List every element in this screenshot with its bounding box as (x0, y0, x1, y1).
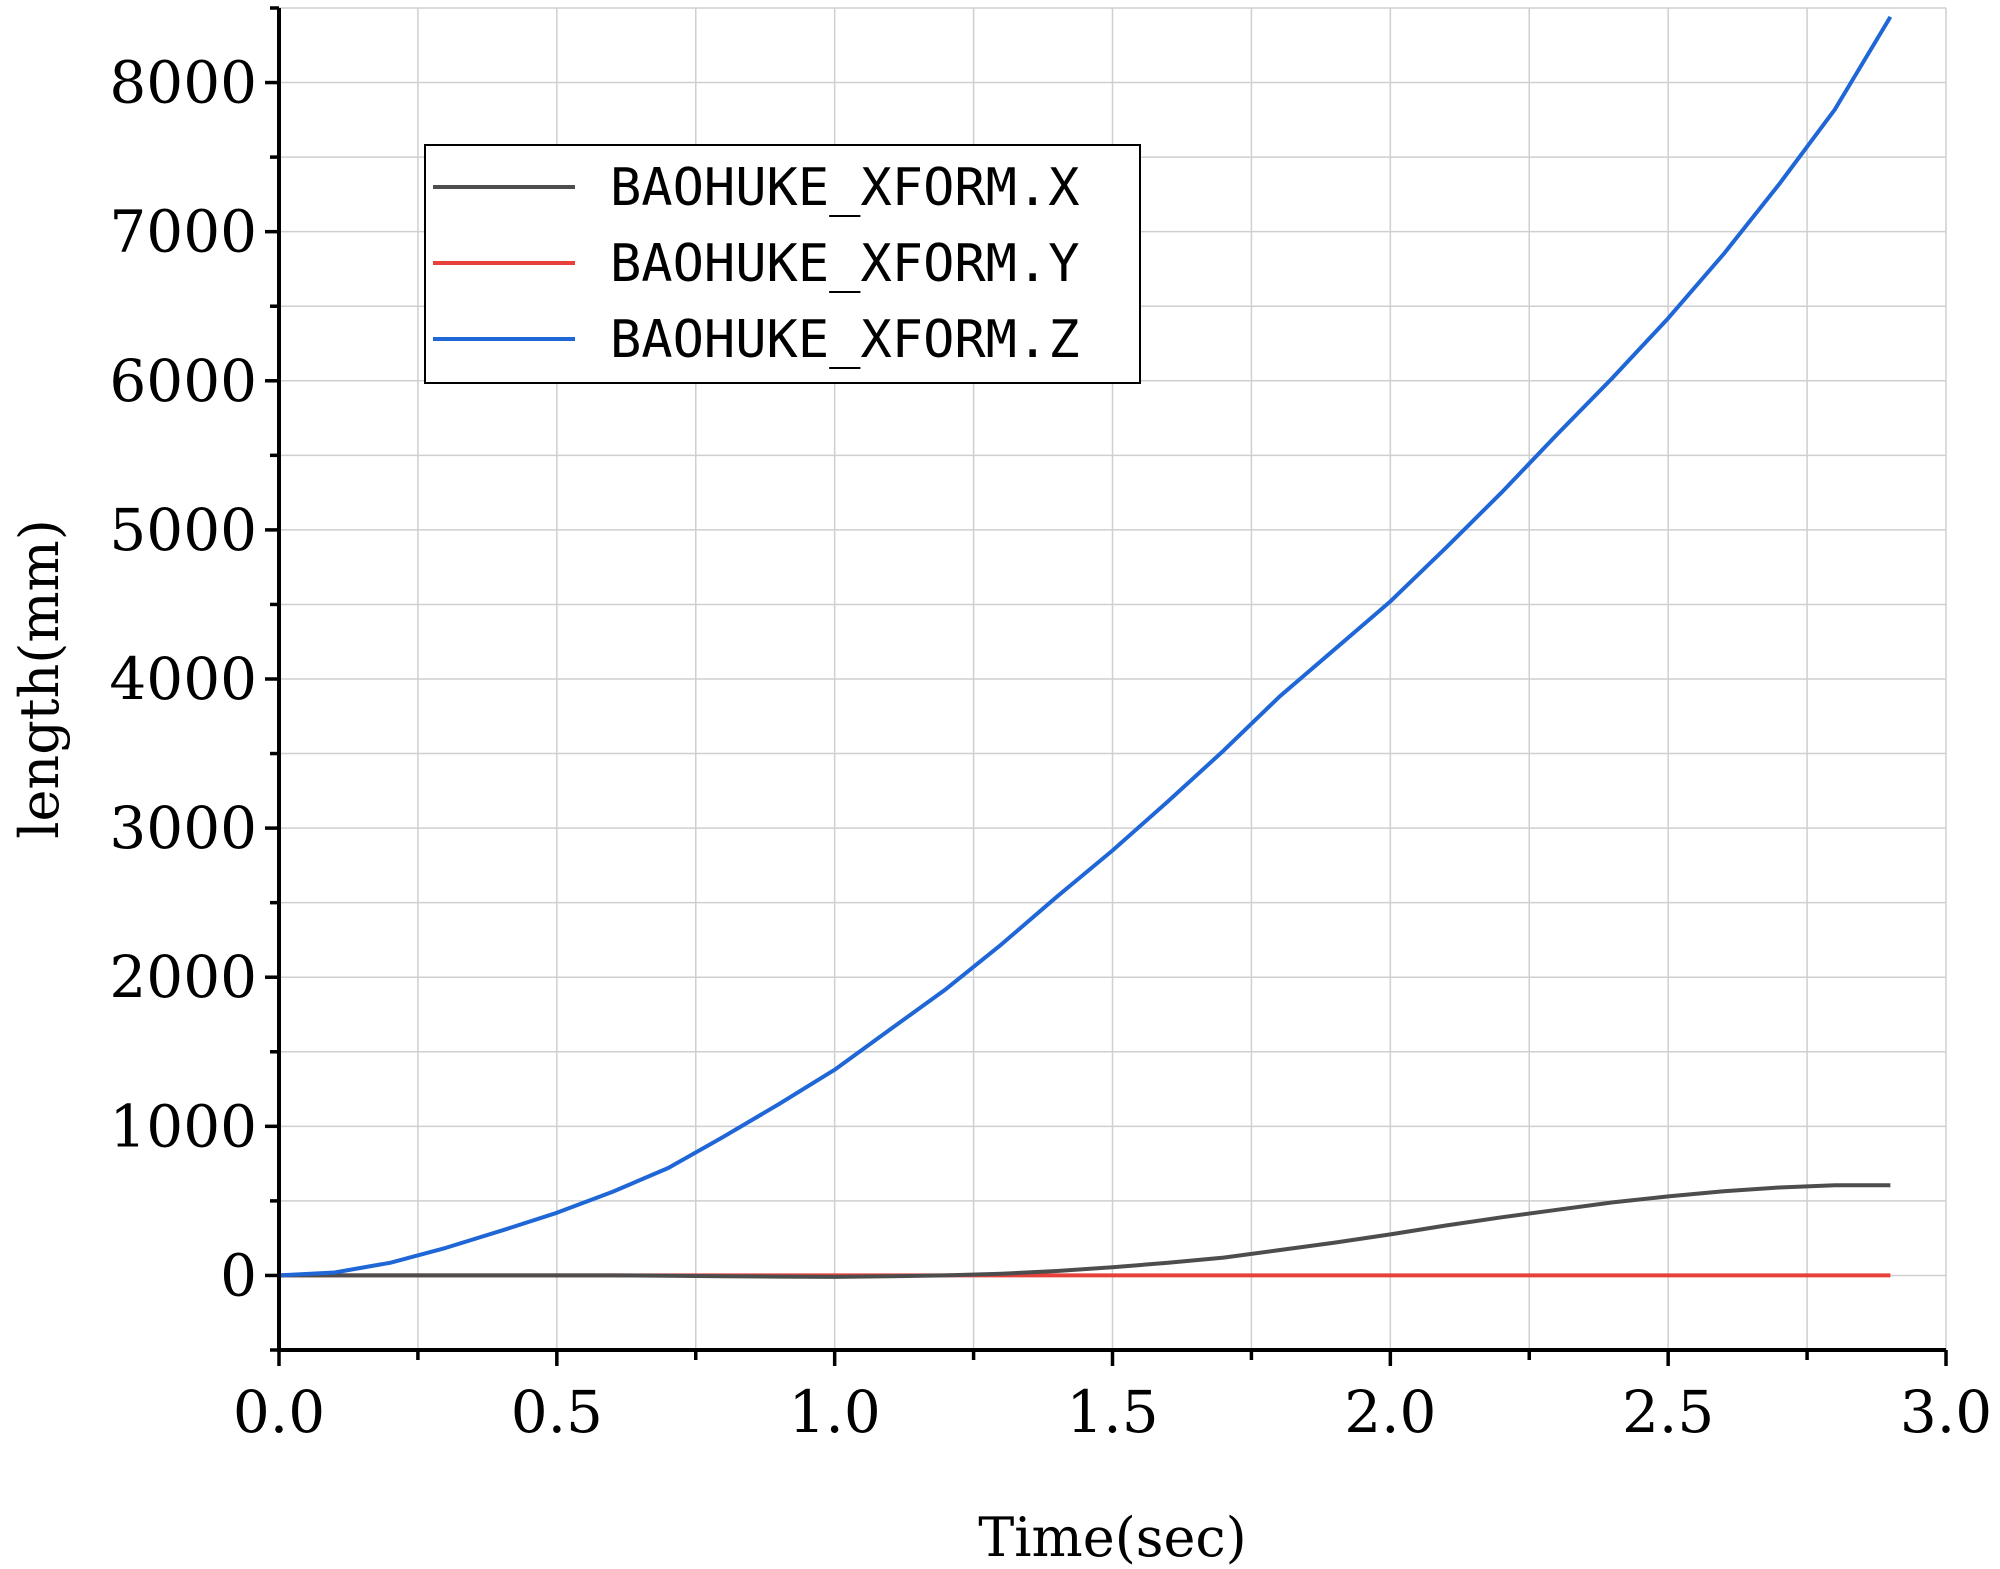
x-tick-label: 2.0 (1344, 1378, 1436, 1446)
y-axis-title: length(mm) (8, 519, 71, 839)
legend-label: BAOHUKE_XFORM.X (610, 158, 1080, 218)
y-tick-label: 3000 (109, 794, 257, 862)
legend-label: BAOHUKE_XFORM.Z (610, 310, 1080, 370)
y-tick-label: 6000 (109, 347, 257, 415)
x-tick-label: 1.5 (1066, 1378, 1158, 1446)
legend: BAOHUKE_XFORM.X BAOHUKE_XFORM.Y BAOHUKE_XF… (424, 144, 1141, 384)
x-tick-label: 0.0 (233, 1378, 325, 1446)
y-tick-label: 7000 (109, 198, 257, 266)
x-tick-label: 1.0 (789, 1378, 881, 1446)
y-tick-label: 2000 (109, 943, 257, 1011)
y-tick-label: 1000 (109, 1092, 257, 1160)
series-line-x (279, 1183, 1891, 1279)
x-tick-label: 2.5 (1622, 1378, 1714, 1446)
y-tick-label: 4000 (109, 645, 257, 713)
x-tick-label: 3.0 (1900, 1378, 1992, 1446)
series-lines (278, 15, 1893, 1279)
x-tick-label: 0.5 (511, 1378, 603, 1446)
ticks: 0 1000 2000 3000 4000 5000 6000 7000 8000 0.0 0.5 1… (109, 6, 1992, 1446)
y-tick-label: 8000 (109, 49, 257, 117)
y-tick-label: 5000 (109, 496, 257, 564)
x-axis-title: Time(sec) (978, 1506, 1247, 1569)
legend-label: BAOHUKE_XFORM.Y (610, 234, 1080, 294)
y-tick-label: 0 (220, 1241, 257, 1309)
series-line-z (278, 15, 1893, 1278)
